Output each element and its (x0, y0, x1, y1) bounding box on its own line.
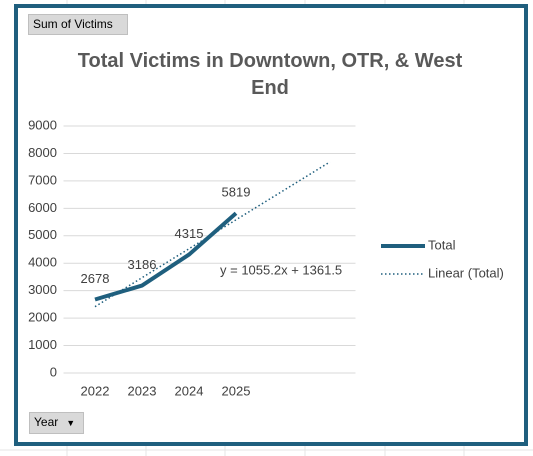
chart-title: Total Victims in Downtown, OTR, & West E… (77, 50, 463, 99)
y-tick-label: 6000 (28, 200, 57, 215)
x-tick-label: 2022 (81, 383, 110, 398)
y-tick-label: 3000 (28, 282, 57, 297)
x-tick-label: 2023 (128, 383, 157, 398)
data-label: 4315 (175, 226, 204, 241)
x-tick-label: 2025 (222, 383, 251, 398)
y-tick-label: 1000 (28, 337, 57, 352)
y-tick-label: 0 (50, 364, 57, 379)
axis-field-button[interactable]: Year ▼ (29, 412, 84, 434)
button-label: Year (34, 415, 59, 429)
y-tick-label: 5000 (28, 227, 57, 242)
y-tick-label: 9000 (28, 117, 57, 132)
y-tick-label: 4000 (28, 255, 57, 270)
data-label: 3186 (128, 257, 157, 272)
y-tick-label: 7000 (28, 172, 57, 187)
dropdown-arrow: ▼ (66, 418, 76, 428)
y-tick-label: 2000 (28, 310, 57, 325)
trendline-equation: y = 1055.2x + 1361.5 (220, 262, 342, 277)
chart-frame (14, 4, 528, 446)
legend-label: Linear (Total) (428, 265, 504, 280)
y-tick-label: 8000 (28, 145, 57, 160)
series-line (94, 211, 238, 302)
x-tick-label: 2024 (175, 383, 204, 398)
legend-label: Total (428, 237, 456, 252)
data-label: 2678 (81, 271, 110, 286)
value-field-button[interactable]: Sum of Victims (28, 14, 128, 35)
data-label: 5819 (222, 185, 251, 200)
